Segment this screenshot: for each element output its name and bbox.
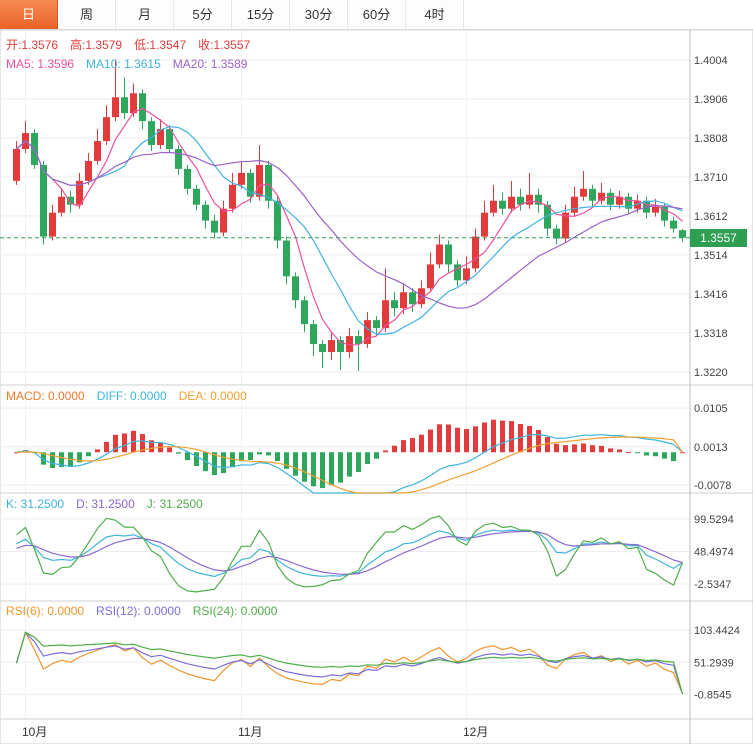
svg-text:0.0013: 0.0013	[694, 442, 728, 454]
tab-5min[interactable]: 5分	[174, 0, 232, 29]
svg-text:48.4974: 48.4974	[694, 546, 734, 558]
tab-15min[interactable]: 15分	[232, 0, 290, 29]
svg-text:-2.5347: -2.5347	[694, 579, 731, 591]
tab-daily[interactable]: 日	[0, 0, 58, 29]
svg-text:1.3808: 1.3808	[694, 133, 728, 145]
tab-30min[interactable]: 30分	[290, 0, 348, 29]
svg-text:0.0105: 0.0105	[694, 403, 728, 415]
tab-4hour[interactable]: 4时	[406, 0, 464, 29]
svg-text:1.3612: 1.3612	[694, 211, 728, 223]
svg-text:103.4424: 103.4424	[694, 625, 740, 637]
tab-60min[interactable]: 60分	[348, 0, 406, 29]
svg-text:1.3514: 1.3514	[694, 250, 728, 262]
timeframe-toolbar: 日 周 月 5分 15分 30分 60分 4时	[0, 0, 753, 30]
svg-text:1.4004: 1.4004	[694, 55, 728, 67]
svg-text:1.3710: 1.3710	[694, 172, 728, 184]
tab-weekly[interactable]: 周	[58, 0, 116, 29]
svg-text:1.3318: 1.3318	[694, 328, 728, 340]
svg-text:1.3416: 1.3416	[694, 289, 728, 301]
tab-monthly[interactable]: 月	[116, 0, 174, 29]
svg-text:1.3906: 1.3906	[694, 94, 728, 106]
svg-text:1.3220: 1.3220	[694, 367, 728, 379]
svg-text:10月: 10月	[22, 725, 47, 739]
svg-text:11月: 11月	[238, 725, 262, 739]
svg-text:-0.8545: -0.8545	[694, 689, 731, 701]
svg-text:-0.0078: -0.0078	[694, 480, 731, 492]
svg-text:51.2939: 51.2939	[694, 657, 734, 669]
svg-text:12月: 12月	[463, 725, 488, 739]
svg-text:99.5294: 99.5294	[694, 514, 734, 526]
